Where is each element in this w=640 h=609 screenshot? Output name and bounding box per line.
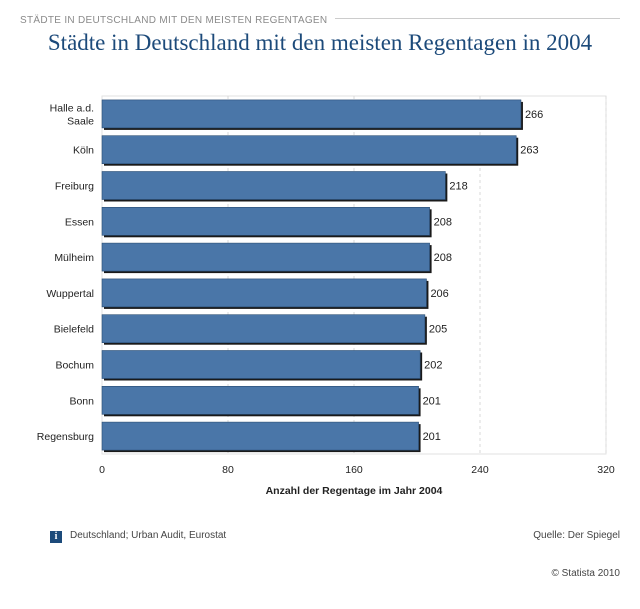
source-note: Deutschland; Urban Audit, Eurostat [70, 530, 227, 541]
data-label: 218 [449, 181, 467, 193]
category-label-line: Bonn [69, 395, 94, 407]
tick-label: 0 [99, 464, 105, 476]
source-credit: Quelle: Der Spiegel [533, 530, 620, 541]
info-icon[interactable]: i [50, 531, 62, 543]
category-label-line: Saale [67, 115, 94, 127]
category-label-line: Freiburg [55, 181, 94, 193]
section-header: STÄDTE IN DEUTSCHLAND MIT DEN MEISTEN RE… [20, 10, 620, 29]
tick-label: 240 [471, 464, 489, 476]
category-label: Essen [65, 216, 94, 228]
category-label: Wuppertal [46, 288, 94, 300]
bar [101, 242, 430, 272]
category-label-line: Regensburg [37, 431, 94, 443]
category-label: Bochum [55, 360, 94, 372]
bar [101, 278, 427, 308]
data-label: 208 [434, 216, 452, 228]
category-label-line: Bochum [55, 360, 94, 372]
tick-label: 80 [222, 464, 234, 476]
section-header-label: STÄDTE IN DEUTSCHLAND MIT DEN MEISTEN RE… [20, 13, 336, 29]
category-label-line: Mülheim [54, 252, 94, 264]
category-label: Köln [73, 145, 94, 157]
category-label: Bonn [69, 395, 94, 407]
data-label: 208 [434, 252, 452, 264]
bar [101, 99, 522, 129]
data-label: 263 [520, 145, 538, 157]
category-label: Halle a.d. Saale [50, 102, 95, 127]
data-label: 202 [424, 360, 442, 372]
category-label-line: Wuppertal [46, 288, 94, 300]
category-label: Mülheim [54, 252, 94, 264]
bar [101, 171, 446, 200]
category-label-line: Halle a.d. [50, 102, 94, 114]
category-label-line: Köln [73, 145, 94, 157]
chart-title: Städte in Deutschland mit den meisten Re… [47, 30, 593, 55]
data-label: 266 [525, 109, 543, 121]
category-label: Freiburg [55, 181, 94, 193]
category-label-line: Essen [65, 216, 94, 228]
bar [101, 385, 419, 415]
data-label: 205 [429, 324, 447, 336]
bar [101, 350, 421, 379]
bar-chart: 266 Halle a.d. Saale 263 Köln 218 Freiburg 208 E… [37, 95, 615, 497]
tick-label: 320 [597, 464, 615, 476]
bar [101, 421, 419, 451]
data-label: 201 [423, 431, 441, 443]
category-label-line: Bielefeld [54, 324, 94, 336]
bar [101, 314, 426, 344]
bar [101, 135, 517, 164]
x-axis-title: Anzahl der Regentage im Jahr 2004 [266, 485, 443, 497]
bar [101, 207, 430, 236]
category-label: Bielefeld [54, 324, 94, 336]
tick-label: 160 [345, 464, 363, 476]
data-label: 206 [430, 288, 448, 300]
data-label: 201 [423, 395, 441, 407]
category-label: Regensburg [37, 431, 94, 443]
copyright: © Statista 2010 [551, 568, 620, 579]
